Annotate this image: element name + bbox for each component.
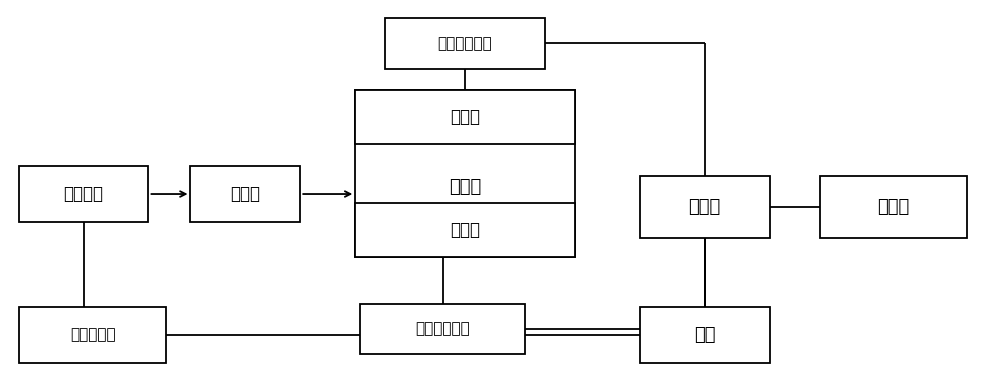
FancyBboxPatch shape bbox=[385, 18, 545, 69]
Text: 微音器: 微音器 bbox=[450, 108, 480, 126]
FancyBboxPatch shape bbox=[355, 90, 575, 144]
FancyBboxPatch shape bbox=[19, 166, 148, 222]
Text: 锁相放大电路: 锁相放大电路 bbox=[438, 36, 492, 51]
FancyBboxPatch shape bbox=[820, 176, 967, 238]
Text: 光声池: 光声池 bbox=[449, 178, 481, 196]
FancyBboxPatch shape bbox=[190, 166, 300, 222]
Text: 红外光源: 红外光源 bbox=[64, 185, 104, 203]
Text: 锁相放大电路: 锁相放大电路 bbox=[415, 322, 470, 337]
Text: 功率开关管: 功率开关管 bbox=[70, 327, 115, 342]
Text: 电源: 电源 bbox=[694, 326, 715, 344]
Text: 单片机: 单片机 bbox=[689, 198, 721, 216]
Text: 滤光片: 滤光片 bbox=[230, 185, 260, 203]
FancyBboxPatch shape bbox=[355, 203, 575, 257]
FancyBboxPatch shape bbox=[355, 90, 575, 257]
FancyBboxPatch shape bbox=[360, 304, 525, 355]
FancyBboxPatch shape bbox=[19, 307, 166, 363]
FancyBboxPatch shape bbox=[640, 307, 770, 363]
Text: 显示屏: 显示屏 bbox=[877, 198, 910, 216]
Text: 微音器: 微音器 bbox=[450, 221, 480, 239]
FancyBboxPatch shape bbox=[640, 176, 770, 238]
